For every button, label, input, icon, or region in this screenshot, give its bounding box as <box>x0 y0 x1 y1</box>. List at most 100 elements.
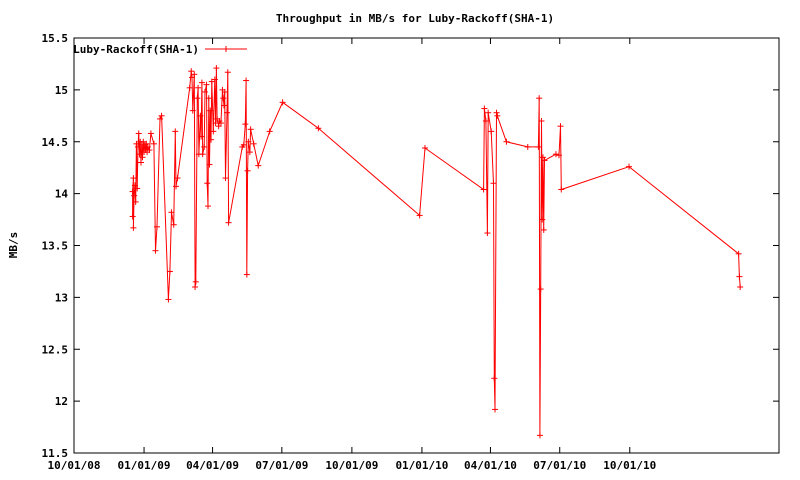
data-point <box>535 143 542 150</box>
data-point <box>131 182 138 189</box>
data-point <box>480 186 487 193</box>
data-point <box>240 141 247 148</box>
data-point <box>192 284 199 290</box>
data-point <box>147 130 154 137</box>
data-point <box>524 143 531 150</box>
data-point <box>243 77 250 84</box>
data-point <box>421 144 428 151</box>
data-point <box>217 120 224 127</box>
data-point <box>204 203 211 210</box>
data-point <box>195 84 202 91</box>
data-point <box>157 115 164 122</box>
x-tick-label: 04/01/10 <box>464 459 517 472</box>
data-point <box>197 112 204 119</box>
data-point <box>539 216 546 223</box>
data-point <box>488 128 495 135</box>
data-point <box>536 95 543 102</box>
data-point <box>737 284 744 290</box>
x-tick-label: 07/01/09 <box>255 459 308 472</box>
y-axis-ticks: 11.5 12 12.5 13 13.5 14 14.5 15 15.5 <box>42 32 779 460</box>
data-point <box>172 128 179 135</box>
data-point <box>205 95 212 102</box>
data-point <box>222 175 229 182</box>
x-tick-label: 10/01/10 <box>603 459 656 472</box>
data-point <box>243 271 250 278</box>
data-point <box>211 76 218 83</box>
y-tick-label: 12.5 <box>42 343 69 356</box>
data-point <box>134 185 141 192</box>
data-point <box>538 118 545 124</box>
data-point <box>225 219 232 226</box>
data-point <box>207 107 214 114</box>
data-point <box>192 278 199 285</box>
data-point <box>173 183 180 190</box>
data-point <box>215 123 222 130</box>
data-point <box>204 180 211 187</box>
data-point <box>201 143 208 150</box>
data-point <box>186 84 193 91</box>
data-point <box>255 162 262 169</box>
data-point <box>224 69 231 76</box>
data-point <box>279 99 286 106</box>
x-tick-label: 04/01/09 <box>186 459 239 472</box>
data-point <box>201 88 208 95</box>
data-point <box>626 163 633 170</box>
x-axis-ticks: 10/01/08 01/01/09 04/01/09 07/01/09 10/01/09… <box>48 38 656 472</box>
data-point <box>221 88 228 95</box>
data-point <box>481 105 488 112</box>
legend[interactable]: Luby-Rackoff(SHA-1) <box>73 43 247 56</box>
data-point <box>132 198 139 205</box>
data-point <box>736 273 743 280</box>
data-point <box>168 209 175 216</box>
data-point <box>490 180 497 187</box>
data-point <box>129 188 136 195</box>
x-tick-label: 10/01/09 <box>325 459 378 472</box>
data-point <box>136 151 143 158</box>
data-point <box>194 95 201 102</box>
data-point <box>174 175 181 182</box>
data-point <box>134 143 141 150</box>
data-point <box>540 226 547 233</box>
x-tick-label: 07/01/10 <box>533 459 586 472</box>
data-point <box>166 268 173 275</box>
data-point <box>170 221 177 228</box>
data-point <box>206 161 213 168</box>
data-point <box>242 121 249 128</box>
x-tick-label: 10/01/08 <box>48 459 101 472</box>
y-tick-label: 13.5 <box>42 240 69 253</box>
data-point <box>220 95 227 102</box>
data-point <box>189 74 196 81</box>
data-point <box>735 250 742 257</box>
data-point <box>135 130 142 137</box>
data-point <box>152 247 159 254</box>
data-point <box>493 109 500 116</box>
data-point <box>220 102 227 109</box>
data-point <box>541 157 548 164</box>
data-point <box>143 140 150 147</box>
y-tick-label: 14 <box>55 188 69 201</box>
data-point <box>485 109 492 116</box>
data-point <box>416 212 423 219</box>
data-point <box>210 128 217 135</box>
data-point <box>266 128 273 135</box>
data-point <box>484 230 491 237</box>
data-point <box>250 140 257 147</box>
data-point <box>191 71 198 78</box>
data-point <box>198 133 205 140</box>
y-tick-label: 15.5 <box>42 32 69 45</box>
data-point <box>247 126 254 133</box>
x-tick-label: 01/01/09 <box>118 459 171 472</box>
y-tick-label: 11.5 <box>42 447 69 460</box>
data-point <box>130 175 137 182</box>
data-point <box>203 81 210 88</box>
data-point <box>199 151 206 158</box>
data-point <box>552 151 559 158</box>
data-point <box>482 118 489 124</box>
data-point <box>144 143 151 150</box>
data-point <box>536 432 543 439</box>
data-point <box>139 154 146 161</box>
data-point <box>315 125 322 132</box>
legend-line-sample <box>205 46 247 52</box>
plot-area-frame <box>73 37 780 454</box>
